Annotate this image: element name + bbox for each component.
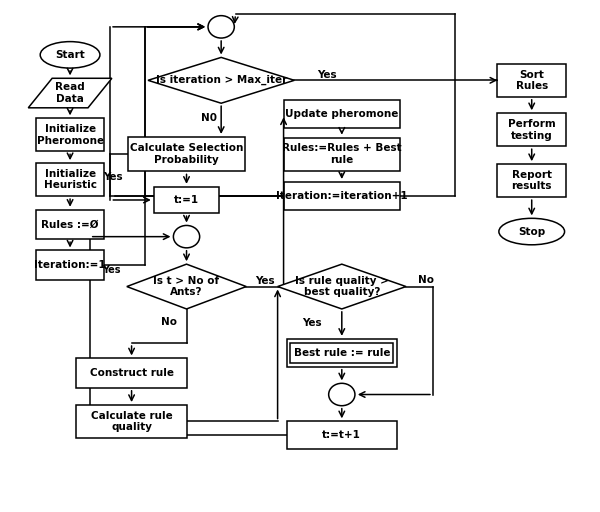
- Text: Yes: Yes: [302, 318, 322, 328]
- Text: Is rule quality >
best quality?: Is rule quality > best quality?: [295, 276, 389, 297]
- FancyBboxPatch shape: [36, 118, 104, 152]
- FancyBboxPatch shape: [36, 250, 104, 280]
- Circle shape: [173, 225, 200, 248]
- Text: Calculate Selection
Probability: Calculate Selection Probability: [130, 143, 243, 165]
- FancyBboxPatch shape: [284, 182, 400, 210]
- FancyBboxPatch shape: [497, 164, 566, 197]
- FancyBboxPatch shape: [76, 358, 187, 388]
- FancyBboxPatch shape: [284, 138, 400, 170]
- Polygon shape: [278, 264, 406, 309]
- Polygon shape: [148, 57, 295, 103]
- Text: Best rule := rule: Best rule := rule: [293, 348, 390, 358]
- Text: Perform
testing: Perform testing: [508, 119, 556, 140]
- Text: Construct rule: Construct rule: [89, 368, 173, 378]
- Ellipse shape: [499, 218, 565, 245]
- Text: Update pheromone: Update pheromone: [285, 110, 398, 119]
- Polygon shape: [28, 78, 112, 108]
- Text: Iteration:=iteration+1: Iteration:=iteration+1: [276, 191, 407, 201]
- Text: Yes: Yes: [255, 276, 275, 286]
- Text: Yes: Yes: [103, 265, 121, 275]
- Text: t:=1: t:=1: [174, 195, 199, 205]
- Text: Stop: Stop: [518, 226, 545, 237]
- Text: Is iteration > Max_iter: Is iteration > Max_iter: [155, 75, 287, 86]
- FancyBboxPatch shape: [128, 137, 245, 172]
- Text: Yes: Yes: [103, 172, 122, 182]
- Text: Is t > No of
Ants?: Is t > No of Ants?: [154, 276, 220, 297]
- Text: Iteration:=1: Iteration:=1: [34, 260, 106, 270]
- Text: Read
Data: Read Data: [55, 82, 85, 104]
- FancyBboxPatch shape: [154, 187, 220, 213]
- Ellipse shape: [40, 41, 100, 68]
- Text: Calculate rule
quality: Calculate rule quality: [91, 411, 172, 432]
- Text: Initialize
Heuristic: Initialize Heuristic: [44, 169, 97, 190]
- Circle shape: [208, 16, 235, 38]
- FancyBboxPatch shape: [284, 100, 400, 129]
- FancyBboxPatch shape: [497, 64, 566, 97]
- Polygon shape: [127, 264, 246, 309]
- Text: N0: N0: [201, 114, 217, 123]
- FancyBboxPatch shape: [36, 209, 104, 239]
- Circle shape: [329, 383, 355, 406]
- Text: Start: Start: [55, 50, 85, 60]
- FancyBboxPatch shape: [287, 421, 397, 449]
- FancyBboxPatch shape: [76, 405, 187, 438]
- Text: Sort
Rules: Sort Rules: [515, 70, 548, 91]
- Text: No: No: [161, 316, 176, 327]
- Text: Report
results: Report results: [511, 170, 552, 191]
- Text: t:=t+1: t:=t+1: [322, 430, 361, 440]
- FancyBboxPatch shape: [497, 113, 566, 146]
- Text: Yes: Yes: [317, 70, 337, 80]
- Text: Rules :=Ø: Rules :=Ø: [41, 220, 99, 229]
- Text: Initialize
Pheromone: Initialize Pheromone: [37, 124, 104, 145]
- FancyBboxPatch shape: [287, 339, 397, 367]
- Text: Rules:=Rules + Best
rule: Rules:=Rules + Best rule: [282, 143, 401, 165]
- Text: No: No: [418, 275, 434, 286]
- FancyBboxPatch shape: [36, 163, 104, 196]
